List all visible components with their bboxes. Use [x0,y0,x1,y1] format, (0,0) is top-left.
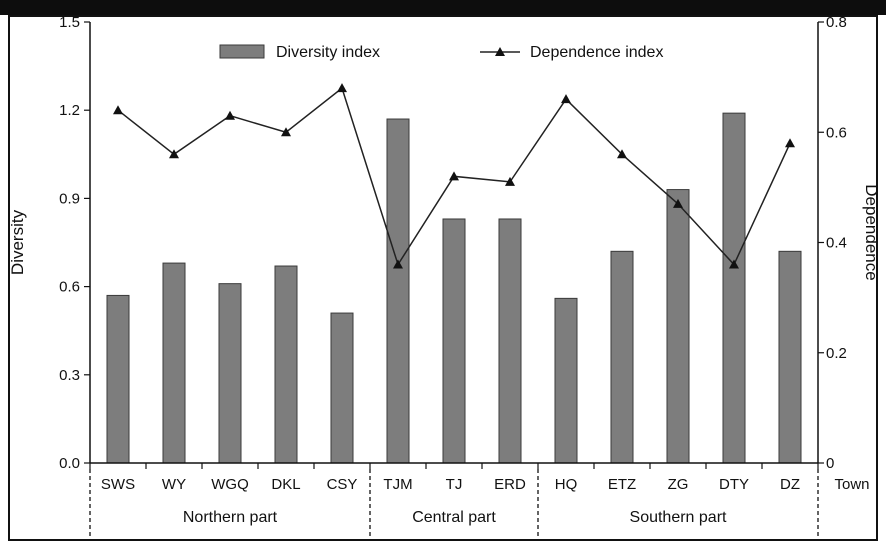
marker-wy [169,149,179,159]
x-tick-label-erd: ERD [494,476,526,493]
x-tick-label-tj: TJ [446,476,463,493]
bar-wgq [218,283,242,464]
right-tick-label: 0 [826,455,834,472]
x-tick-label-tjm: TJM [383,476,412,493]
bar-wy [162,262,186,464]
legend-line-marker [495,47,505,56]
marker-zg [673,198,683,208]
marker-erd [505,176,515,186]
marker-tj [449,171,459,181]
bar-dty [722,112,746,464]
top-border-band [0,0,886,15]
group-label-southern-part: Southern part [630,509,728,526]
y2-axis-title: Dependence [862,184,881,280]
marker-hq [561,94,571,104]
left-tick-label: 1.5 [59,14,80,31]
x-tick-label-etz: ETZ [608,476,636,493]
x-tick-label-wy: WY [162,476,186,493]
legend-line-label: Dependence index [530,44,663,61]
left-tick-label: 0.9 [59,190,80,207]
x-tick-label-dz: DZ [780,476,800,493]
marker-sws [113,105,123,115]
legend-bar-label: Diversity index [276,44,380,61]
bar-hq [554,297,578,464]
x-tick-label-dty: DTY [719,476,749,493]
bar-csy [330,312,354,464]
marker-etz [617,149,627,159]
bar-sws [106,294,130,464]
left-tick-label: 0.0 [59,455,80,472]
marker-tjm [393,259,403,269]
x-axis-title: Town [834,476,869,493]
right-tick-label: 0.4 [826,235,847,252]
x-tick-label-zg: ZG [668,476,689,493]
marker-dz [785,138,795,148]
bar-zg [666,189,690,464]
right-tick-label: 0.6 [826,124,847,141]
left-tick-label: 0.3 [59,367,80,384]
x-tick-label-csy: CSY [327,476,358,493]
bar-tj [442,218,466,464]
bar-dz [778,250,802,464]
legend-bar-swatch [219,44,265,59]
left-tick-label: 0.6 [59,279,80,296]
marker-dty [729,259,739,269]
x-tick-label-dkl: DKL [271,476,300,493]
right-tick-label: 0.2 [826,345,847,362]
marker-dkl [281,127,291,137]
bar-dkl [274,265,298,464]
bar-erd [498,218,522,464]
x-tick-label-sws: SWS [101,476,135,493]
bar-etz [610,250,634,464]
outer-frame [8,15,878,541]
left-tick-label: 1.2 [59,102,80,119]
group-label-northern-part: Northern part [183,509,278,526]
y-axis-title: Diversity [8,209,27,275]
x-tick-label-hq: HQ [555,476,578,493]
bar-tjm [386,118,410,464]
marker-csy [337,83,347,93]
x-tick-label-wgq: WGQ [211,476,249,493]
group-label-central-part: Central part [412,509,496,526]
right-tick-label: 0.8 [826,14,847,31]
marker-wgq [225,110,235,120]
